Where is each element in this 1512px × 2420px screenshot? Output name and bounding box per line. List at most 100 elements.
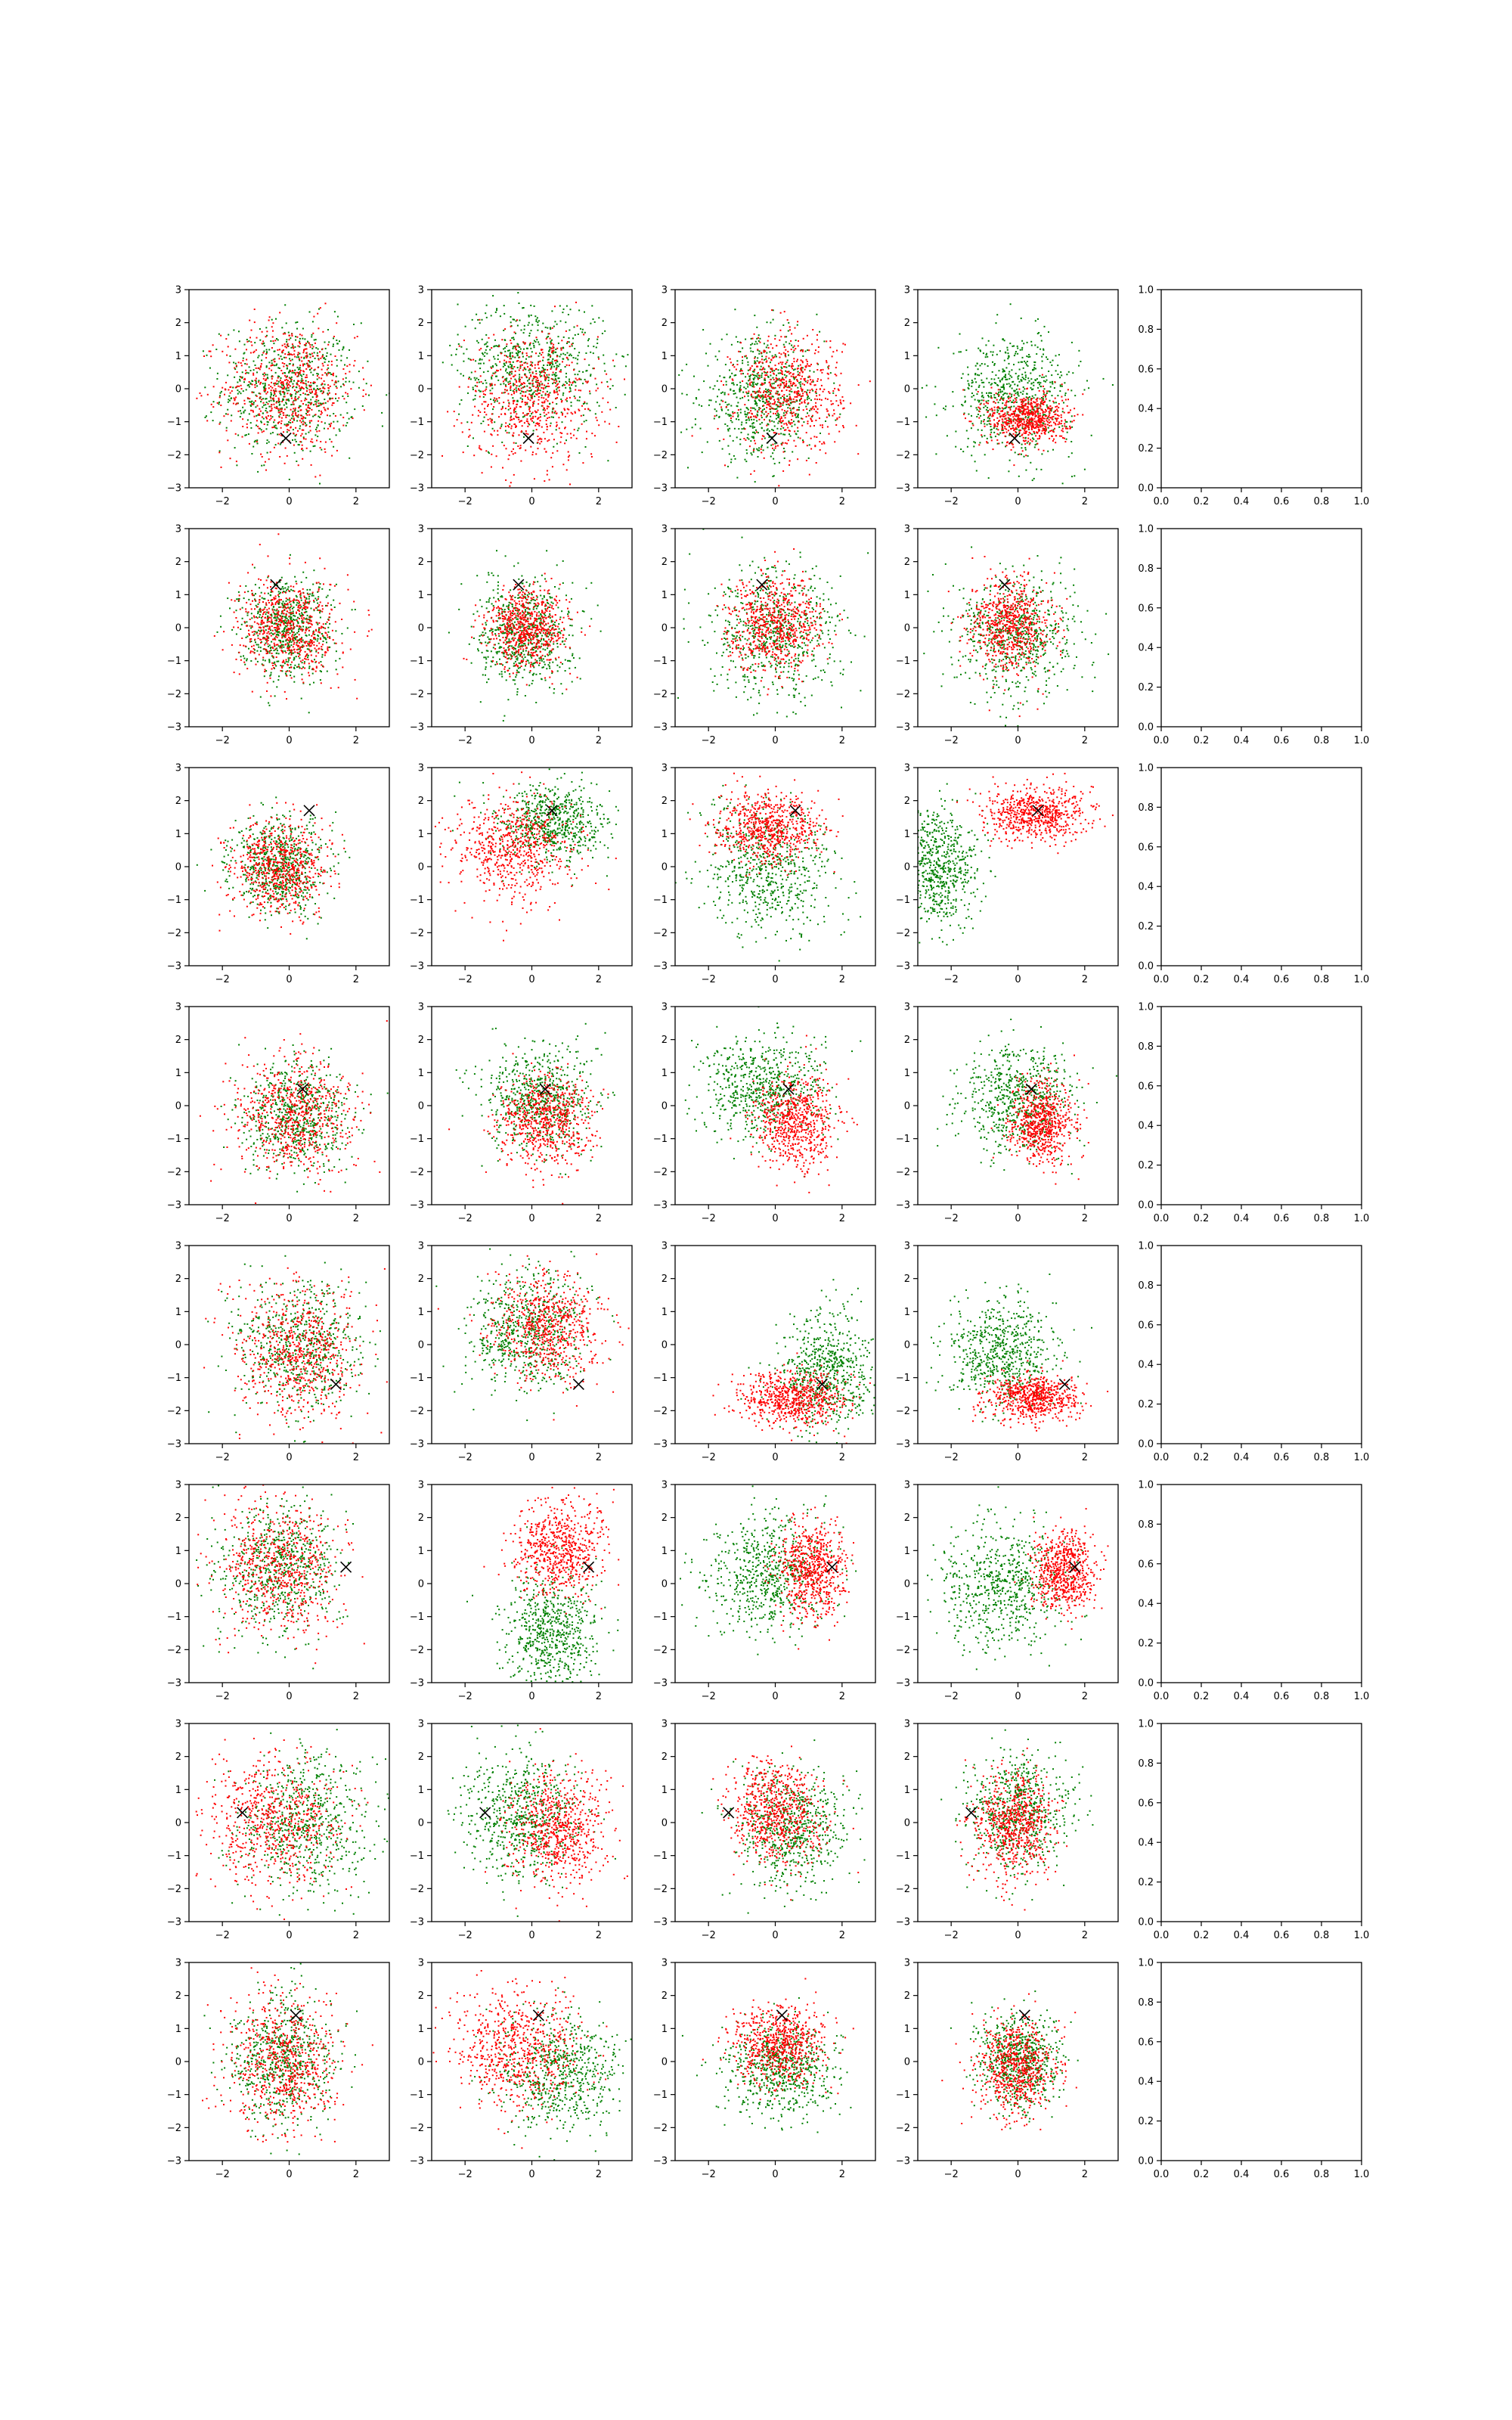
green-point — [256, 371, 258, 374]
green-point — [1034, 444, 1036, 446]
green-point — [244, 434, 246, 436]
green-point — [1052, 359, 1054, 361]
red-point — [510, 482, 512, 484]
red-point — [520, 387, 522, 389]
green-point — [1005, 406, 1008, 408]
green-point — [739, 390, 741, 392]
red-point — [962, 389, 965, 391]
red-point — [838, 384, 841, 386]
green-point — [273, 343, 275, 345]
green-point — [1036, 382, 1039, 384]
green-point — [753, 448, 755, 450]
red-point — [1064, 441, 1067, 443]
red-point — [789, 398, 791, 400]
red-point — [754, 415, 757, 417]
green-point — [474, 327, 476, 330]
green-point — [295, 441, 297, 442]
red-point — [510, 342, 513, 344]
green-point — [766, 392, 768, 394]
green-point — [1031, 395, 1033, 397]
green-point — [255, 406, 257, 408]
green-point — [987, 340, 990, 342]
red-point — [258, 381, 260, 383]
red-point — [233, 397, 235, 399]
red-point — [769, 381, 771, 383]
red-point — [591, 433, 593, 435]
red-point — [259, 383, 262, 385]
red-point — [237, 402, 239, 405]
red-point — [1005, 400, 1008, 402]
green-point — [578, 309, 581, 312]
red-point — [314, 414, 317, 416]
red-point — [253, 352, 255, 354]
red-point — [566, 341, 569, 343]
red-point — [525, 433, 528, 435]
red-point — [503, 412, 506, 414]
red-point — [785, 399, 788, 401]
red-point — [269, 410, 271, 412]
red-point — [790, 366, 792, 368]
green-point — [247, 433, 249, 436]
red-point — [1009, 406, 1011, 408]
red-point — [318, 327, 320, 330]
red-point — [544, 438, 546, 440]
red-point — [783, 394, 785, 396]
red-point — [801, 402, 803, 404]
red-point — [780, 369, 782, 371]
red-point — [264, 461, 266, 463]
red-point — [789, 422, 792, 424]
green-point — [1040, 340, 1043, 342]
red-point — [502, 467, 503, 469]
red-point — [569, 433, 572, 435]
green-point — [585, 370, 587, 372]
red-point — [1014, 418, 1016, 420]
green-point — [292, 415, 294, 417]
green-point — [1033, 477, 1035, 479]
green-point — [981, 372, 983, 374]
red-point — [515, 380, 517, 382]
green-point — [1003, 370, 1005, 372]
green-point — [703, 380, 705, 383]
red-point — [317, 355, 319, 357]
green-point — [486, 341, 488, 343]
green-point — [790, 409, 792, 411]
red-point — [275, 390, 277, 392]
green-point — [1003, 386, 1005, 389]
red-point — [490, 420, 492, 422]
red-point — [531, 365, 533, 367]
red-point — [732, 412, 734, 414]
red-point — [742, 356, 743, 358]
green-point — [815, 392, 817, 394]
red-point — [510, 425, 513, 427]
green-point — [537, 389, 539, 391]
green-point — [549, 364, 551, 366]
green-point — [317, 388, 318, 389]
red-point — [790, 385, 792, 386]
red-point — [262, 340, 265, 343]
red-point — [258, 427, 260, 430]
red-point — [780, 405, 782, 407]
green-point — [746, 452, 748, 455]
green-point — [756, 383, 758, 386]
red-point — [513, 410, 515, 411]
point-cloud — [921, 303, 1114, 485]
red-point — [309, 343, 311, 346]
red-point — [775, 445, 777, 448]
red-point — [806, 445, 808, 447]
green-point — [283, 396, 285, 398]
green-point — [968, 383, 970, 385]
red-point — [541, 330, 544, 333]
green-point — [751, 343, 754, 345]
green-point — [516, 389, 518, 392]
green-point — [547, 327, 549, 329]
red-point — [510, 377, 512, 380]
green-point — [596, 383, 598, 386]
green-point — [964, 401, 966, 403]
red-point — [309, 356, 311, 358]
green-point — [987, 365, 989, 367]
red-point — [999, 416, 1002, 418]
green-point — [1051, 381, 1053, 383]
green-point — [979, 349, 981, 352]
green-point — [777, 422, 779, 424]
red-point — [1049, 437, 1051, 439]
